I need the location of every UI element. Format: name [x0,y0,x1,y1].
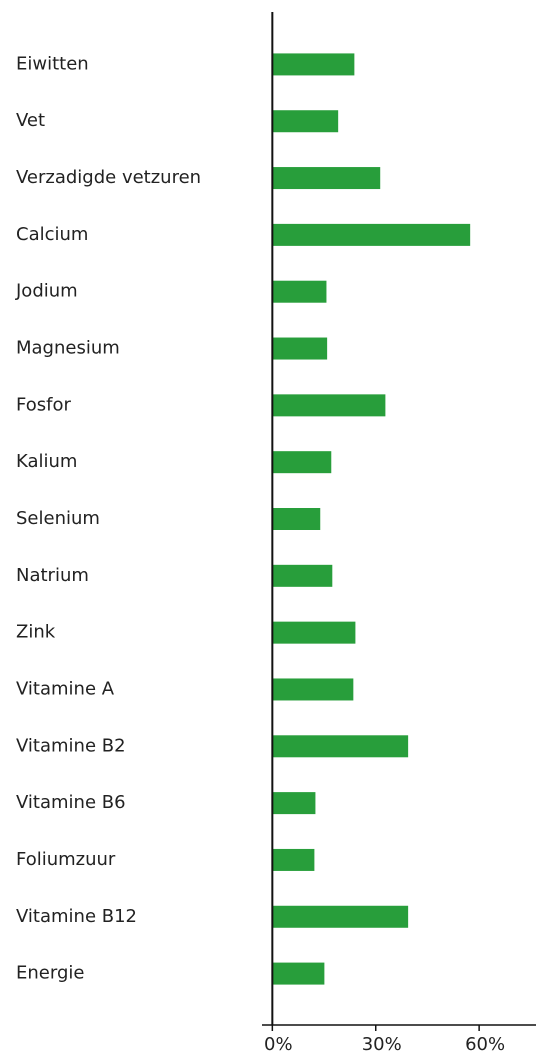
bar [272,337,328,360]
y-tick-label: Fosfor [16,394,71,415]
y-tick-label: Energie [16,963,84,984]
bar [272,621,356,644]
bar [272,792,316,815]
bar [272,678,354,701]
y-tick-label: Vitamine B12 [16,906,137,927]
y-tick-label: Kalium [16,451,77,472]
bar [272,735,409,758]
bar [272,451,332,474]
y-tick-label: Verzadigde vetzuren [16,167,201,188]
y-tick-label: Natrium [16,565,89,586]
bar [272,53,355,76]
x-tick-label: 30% [362,1034,402,1055]
y-tick-label: Vet [16,110,45,131]
bar [272,223,471,246]
bar [272,508,321,530]
bar [272,280,327,303]
bar [272,564,333,587]
y-tick-label: Foliumzuur [16,849,116,870]
y-tick-label: Magnesium [16,338,120,359]
y-tick-label: Vitamine A [16,678,115,699]
y-tick-label: Zink [16,622,56,643]
y-tick-label: Jodium [15,281,78,302]
bar [272,110,339,133]
bar [272,905,409,928]
bar [272,167,381,190]
y-tick-label: Vitamine B6 [16,792,126,813]
y-tick-label: Vitamine B2 [16,735,126,756]
y-tick-label: Selenium [16,508,100,529]
bar [272,848,315,871]
y-tick-label: Eiwitten [16,53,89,74]
x-tick-label: 60% [465,1034,505,1055]
y-tick-label: Calcium [16,224,88,245]
bar [272,394,386,417]
x-tick-label: 0% [264,1034,293,1055]
bar [272,962,325,985]
